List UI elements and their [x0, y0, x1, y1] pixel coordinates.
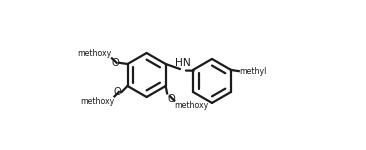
- Text: O: O: [111, 58, 119, 68]
- Text: methyl: methyl: [239, 67, 266, 76]
- Text: HN: HN: [175, 58, 191, 68]
- Text: methoxy: methoxy: [80, 97, 114, 106]
- Text: methoxy: methoxy: [77, 49, 112, 58]
- Text: O: O: [113, 87, 121, 97]
- Text: O: O: [167, 94, 175, 104]
- Text: methoxy: methoxy: [175, 101, 209, 110]
